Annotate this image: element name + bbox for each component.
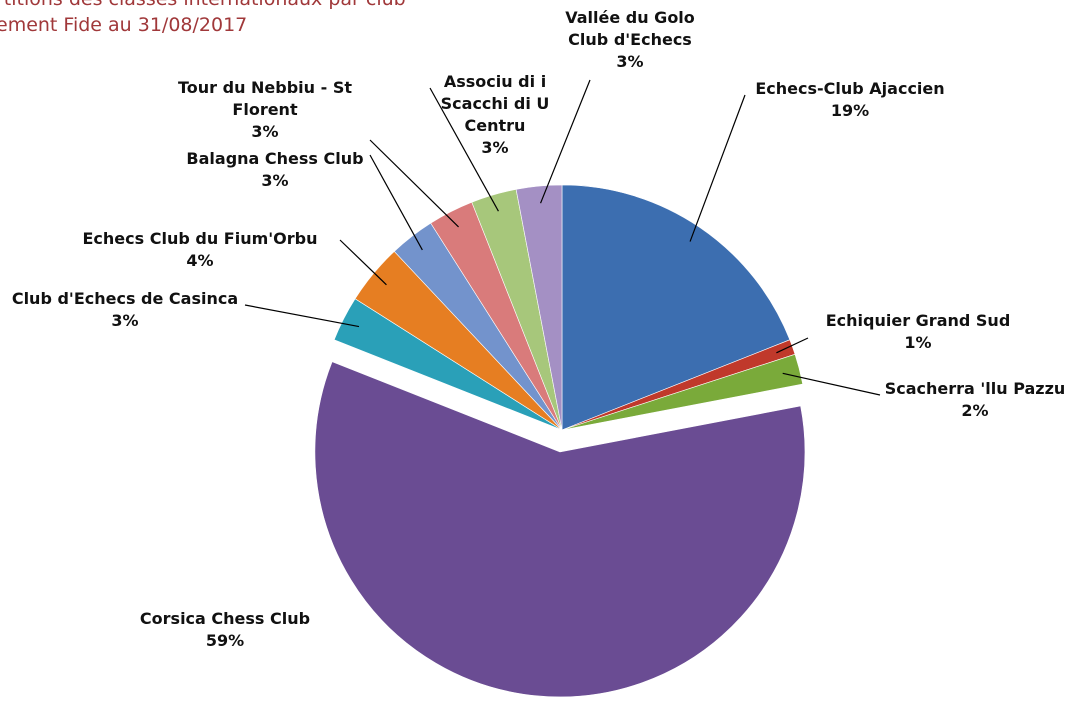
slice-value: 3% xyxy=(165,170,385,192)
slice-name: Associu di i Scacchi di U Centru xyxy=(430,71,560,137)
slice-value: 3% xyxy=(545,51,715,73)
slice-label: Vallée du Golo Club d'Echecs3% xyxy=(545,7,715,73)
chart: rtitions des classés internationaux par … xyxy=(0,0,1070,706)
slice-value: 19% xyxy=(745,100,955,122)
slice-name: Echecs Club du Fium'Orbu xyxy=(70,228,330,250)
slice-label: Club d'Echecs de Casinca3% xyxy=(5,288,245,332)
slice-label: Tour du Nebbiu - St Florent3% xyxy=(165,77,365,143)
slice-value: 4% xyxy=(70,250,330,272)
slice-label: Corsica Chess Club59% xyxy=(115,608,335,652)
slice-name: Scacherra 'llu Pazzu xyxy=(870,378,1070,400)
slice-name: Tour du Nebbiu - St Florent xyxy=(165,77,365,121)
slice-value: 3% xyxy=(5,310,245,332)
leader-line xyxy=(690,95,745,242)
slice-value: 3% xyxy=(165,121,365,143)
slice-name: Club d'Echecs de Casinca xyxy=(5,288,245,310)
slice-name: Vallée du Golo Club d'Echecs xyxy=(545,7,715,51)
slice-name: Balagna Chess Club xyxy=(165,148,385,170)
leader-line xyxy=(245,305,359,327)
slice-label: Associu di i Scacchi di U Centru3% xyxy=(430,71,560,159)
slice-label: Echiquier Grand Sud1% xyxy=(813,310,1023,354)
slice-value: 1% xyxy=(813,332,1023,354)
slice-value: 3% xyxy=(430,137,560,159)
slice-name: Corsica Chess Club xyxy=(115,608,335,630)
leader-line xyxy=(340,240,386,285)
slice-label: Scacherra 'llu Pazzu2% xyxy=(870,378,1070,422)
slice-label: Echecs-Club Ajaccien19% xyxy=(745,78,955,122)
slice-name: Echiquier Grand Sud xyxy=(813,310,1023,332)
slice-label: Balagna Chess Club3% xyxy=(165,148,385,192)
slice-value: 2% xyxy=(870,400,1070,422)
slice-value: 59% xyxy=(115,630,335,652)
slice-name: Echecs-Club Ajaccien xyxy=(745,78,955,100)
slice-label: Echecs Club du Fium'Orbu4% xyxy=(70,228,330,272)
